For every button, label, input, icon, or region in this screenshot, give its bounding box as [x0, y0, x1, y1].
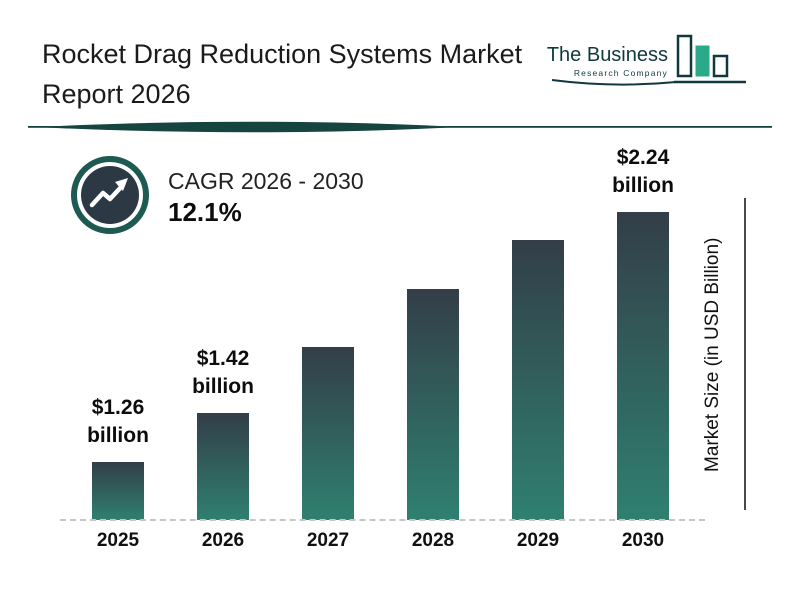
x-axis-label-2027: 2027: [306, 530, 350, 551]
bar-2029: [512, 240, 564, 520]
bar-chart-logo-icon: [674, 34, 746, 84]
cagr-label: CAGR 2026 - 2030: [168, 168, 364, 194]
bar-2026: [197, 413, 249, 520]
x-axis-labels: 2025 2026 2027 2028 2029 2030: [68, 530, 693, 552]
y-axis-line: [744, 198, 746, 510]
logo-underline: [551, 79, 677, 86]
x-axis-label-2030: 2030: [621, 530, 665, 551]
bar-value-label-2026: $1.42 billion: [192, 347, 254, 398]
x-axis-label-2028: 2028: [411, 530, 455, 551]
bar-column-2025: $1.26 billion: [68, 394, 168, 520]
bar-column-2028: [383, 277, 483, 520]
x-axis-label-2026: 2026: [201, 530, 245, 551]
bar-2028: [407, 289, 459, 520]
bar-column-2027: [278, 335, 378, 520]
y-axis-label: Market Size (in USD Billion): [702, 237, 723, 473]
bar-2025: [92, 462, 144, 520]
page-title: Rocket Drag Reduction Systems Market Rep…: [42, 39, 523, 109]
cagr-value: 12.1%: [168, 197, 242, 227]
bar-value-label-2025: $1.26 billion: [87, 396, 149, 447]
x-axis-label-2025: 2025: [96, 530, 140, 551]
x-axis-label-2029: 2029: [516, 530, 560, 551]
bar-column-2030: $2.24 billion: [593, 144, 693, 520]
bar-value-label-2030: $2.24 billion: [612, 146, 674, 197]
trend-up-icon: [89, 178, 128, 208]
divider-swoosh: [28, 121, 772, 133]
cagr-badge: [71, 156, 149, 234]
logo-name: The Business: [546, 44, 668, 66]
x-axis-baseline: [60, 519, 705, 521]
logo-subtitle: Research Company: [573, 68, 668, 78]
bar-column-2026: $1.42 billion: [173, 345, 273, 520]
bar-chart: $1.26 billion $1.42 billion $2.24 billion: [68, 140, 693, 520]
bar-2030: [617, 212, 669, 520]
bar-2027: [302, 347, 354, 520]
bar-column-2029: [488, 228, 588, 520]
